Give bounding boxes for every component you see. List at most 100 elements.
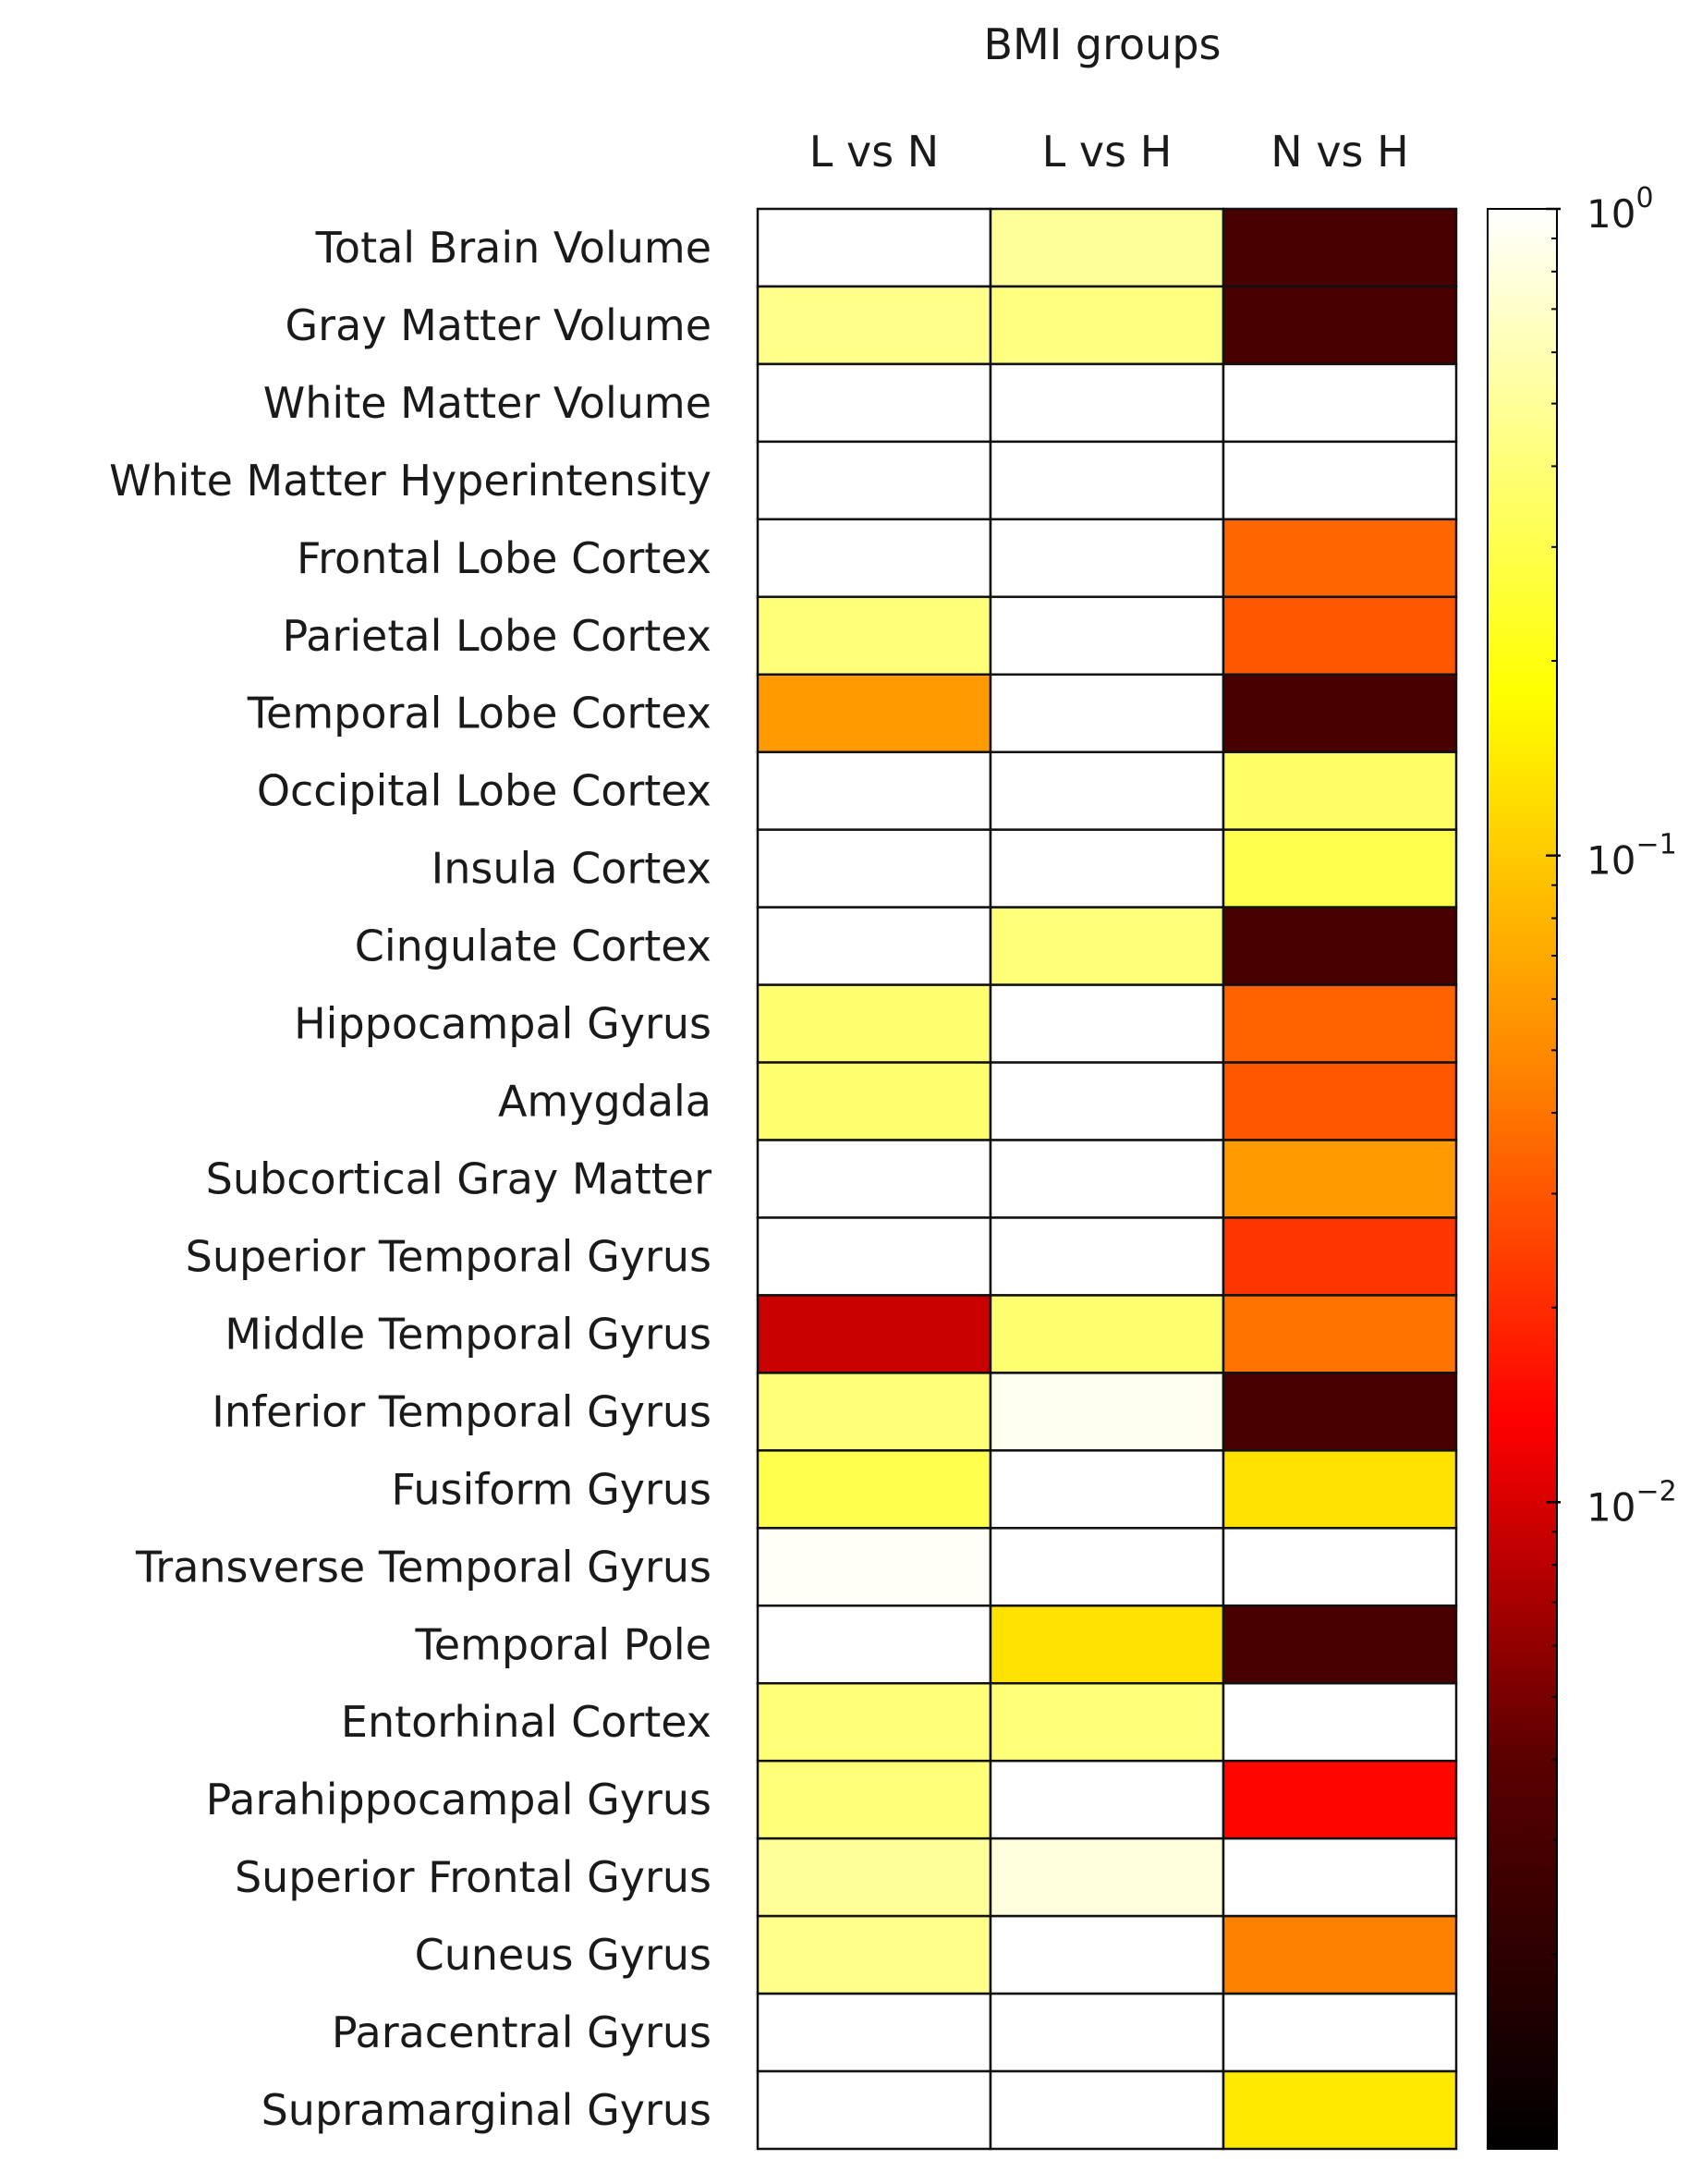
heatmap-cell (756, 1914, 992, 1995)
heatmap-cell (756, 285, 992, 366)
heatmap-cell (989, 362, 1225, 444)
heatmap-cell (1222, 1449, 1458, 1530)
heatmap-cell (1222, 828, 1458, 909)
heatmap-cell (756, 2069, 992, 2151)
heatmap-cell (989, 1681, 1225, 1763)
heatmap-cell (989, 285, 1225, 366)
row-label: Temporal Pole (414, 1619, 711, 1669)
heatmap-cell (989, 1527, 1225, 1607)
heatmap-cell (989, 595, 1225, 677)
heatmap-cell (989, 1604, 1225, 1685)
heatmap-cell (756, 1216, 992, 1297)
heatmap-cell (756, 906, 992, 986)
heatmap-cell (756, 440, 992, 521)
row-label: Middle Temporal Gyrus (225, 1309, 711, 1359)
colorbar-tick-label: 100 (1587, 182, 1654, 237)
heatmap-cell (1222, 2069, 1458, 2151)
heatmap-cell (1222, 1216, 1458, 1297)
row-label: Occipital Lobe Cortex (257, 766, 711, 816)
heatmap-cell (1222, 595, 1458, 677)
column-label: L vs N (809, 127, 939, 177)
heatmap-cell (989, 207, 1225, 288)
row-label: Entorhinal Cortex (341, 1697, 711, 1747)
row-label: White Matter Volume (263, 378, 711, 428)
heatmap-cell (1222, 1914, 1458, 1995)
row-label: White Matter Hyperintensity (109, 456, 711, 506)
heatmap-cell (1222, 518, 1458, 599)
heatmap-cell (1222, 1681, 1458, 1763)
row-label: Superior Temporal Gyrus (186, 1231, 711, 1281)
row-label: Parahippocampal Gyrus (206, 1775, 711, 1824)
chart-title: BMI groups (984, 19, 1222, 69)
heatmap-cell (756, 1139, 992, 1219)
column-label: N vs H (1270, 127, 1408, 177)
heatmap-cell (756, 673, 992, 753)
heatmap-cell (989, 518, 1225, 599)
colorbar-tick-label: 10−2 (1587, 1475, 1677, 1530)
heatmap-cell (1222, 906, 1458, 986)
heatmap-cell (989, 1139, 1225, 1219)
heatmap-cell (756, 518, 992, 599)
row-label: Amygdala (498, 1077, 711, 1127)
heatmap-cell (989, 2069, 1225, 2151)
row-label: Inferior Temporal Gyrus (212, 1386, 711, 1436)
row-label: Superior Frontal Gyrus (235, 1852, 711, 1902)
heatmap-cell (989, 1914, 1225, 1995)
heatmap-cell (1222, 1372, 1458, 1452)
heatmap-cell (989, 1372, 1225, 1452)
heatmap-cell (1222, 1759, 1458, 1840)
heatmap-cell (756, 1527, 992, 1607)
heatmap-cell (1222, 1061, 1458, 1141)
column-label: L vs H (1042, 127, 1173, 177)
heatmap-cell (989, 1216, 1225, 1297)
row-label: Gray Matter Volume (286, 300, 711, 350)
heatmap-cell (756, 828, 992, 909)
heatmap-cell (756, 1759, 992, 1840)
row-label: Fusiform Gyrus (391, 1464, 711, 1514)
row-label: Hippocampal Gyrus (294, 999, 711, 1049)
colorbar-tick-label: 10−1 (1587, 829, 1677, 884)
heatmap-cell (1222, 1527, 1458, 1607)
heatmap-cell (989, 1294, 1225, 1374)
heatmap-cell (1222, 1992, 1458, 2073)
heatmap-cell (989, 983, 1225, 1064)
heatmap-cell (756, 362, 992, 444)
row-label: Supramarginal Gyrus (261, 2085, 711, 2135)
heatmap-cell (989, 906, 1225, 986)
heatmap-cell (1222, 1836, 1458, 1918)
row-label: Total Brain Volume (315, 223, 711, 273)
heatmap-cell (756, 1681, 992, 1763)
heatmap-cell (1222, 750, 1458, 831)
heatmap-cell (756, 1449, 992, 1530)
row-label: Paracentral Gyrus (332, 2007, 711, 2057)
row-label: Subcortical Gray Matter (206, 1154, 711, 1204)
heatmap-cell (989, 440, 1225, 521)
heatmap-cell (756, 750, 992, 831)
heatmap-cell (756, 983, 992, 1064)
heatmap-cell (1222, 440, 1458, 521)
heatmap-cell (756, 207, 992, 288)
heatmap-cell (989, 1759, 1225, 1840)
heatmap-cell (756, 1604, 992, 1685)
row-label: Transverse Temporal Gyrus (135, 1542, 711, 1592)
heatmap-cell (989, 828, 1225, 909)
heatmap-cell (1222, 1604, 1458, 1685)
heatmap-cell (989, 750, 1225, 831)
row-label: Parietal Lobe Cortex (283, 611, 712, 661)
heatmap-cell (1222, 983, 1458, 1064)
row-label: Insula Cortex (432, 844, 711, 894)
heatmap-cell (1222, 285, 1458, 366)
heatmap-cell (1222, 207, 1458, 288)
row-label: Frontal Lobe Cortex (297, 533, 711, 583)
heatmap-cell (756, 1836, 992, 1918)
heatmap-cell (1222, 1294, 1458, 1374)
heatmap-cell (989, 1061, 1225, 1141)
row-label: Cuneus Gyrus (415, 1930, 711, 1980)
heatmap-cell (1222, 673, 1458, 753)
heatmap-cell (756, 1992, 992, 2073)
heatmap-cell (989, 1449, 1225, 1530)
heatmap-cell (756, 1061, 992, 1141)
heatmap-cell (756, 595, 992, 677)
colorbar (1487, 208, 1558, 2150)
